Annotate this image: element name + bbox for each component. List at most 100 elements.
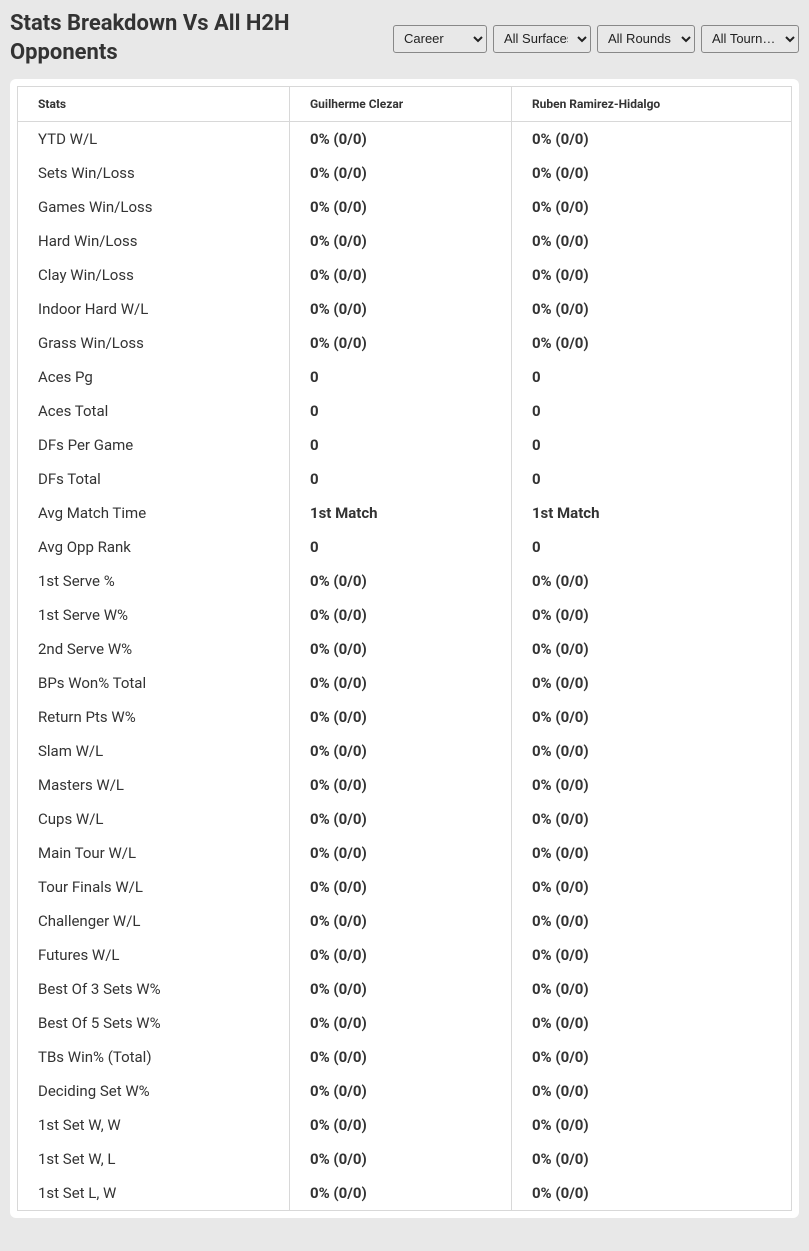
player1-value: 0% (0/0) (290, 292, 512, 326)
player2-value: 0% (0/0) (511, 734, 791, 768)
player1-value: 0% (0/0) (290, 258, 512, 292)
player1-value: 0% (0/0) (290, 734, 512, 768)
stat-label: 1st Serve W% (18, 598, 290, 632)
table-row: Grass Win/Loss0% (0/0)0% (0/0) (18, 326, 792, 360)
player1-value: 0% (0/0) (290, 156, 512, 190)
player2-value: 0% (0/0) (511, 292, 791, 326)
player1-value: 0% (0/0) (290, 972, 512, 1006)
table-row: Aces Total00 (18, 394, 792, 428)
stat-label: 1st Serve % (18, 564, 290, 598)
stat-label: Slam W/L (18, 734, 290, 768)
player2-value: 0% (0/0) (511, 972, 791, 1006)
surfaces-select[interactable]: All Surfaces (493, 25, 591, 53)
player1-value: 0% (0/0) (290, 190, 512, 224)
player1-value: 0% (0/0) (290, 768, 512, 802)
stat-label: Cups W/L (18, 802, 290, 836)
stat-label: Return Pts W% (18, 700, 290, 734)
table-row: Deciding Set W%0% (0/0)0% (0/0) (18, 1074, 792, 1108)
stats-table: Stats Guilherme Clezar Ruben Ramirez-Hid… (17, 86, 792, 1211)
player2-value: 0% (0/0) (511, 836, 791, 870)
stat-label: 1st Set W, W (18, 1108, 290, 1142)
player2-value: 0 (511, 462, 791, 496)
filter-bar: Career All Surfaces All Rounds All Tourn… (393, 25, 799, 53)
player2-value: 0 (511, 530, 791, 564)
stat-label: 2nd Serve W% (18, 632, 290, 666)
player2-value: 0% (0/0) (511, 1040, 791, 1074)
table-row: TBs Win% (Total)0% (0/0)0% (0/0) (18, 1040, 792, 1074)
player2-value: 0% (0/0) (511, 700, 791, 734)
player1-value: 0% (0/0) (290, 1040, 512, 1074)
table-row: Best Of 3 Sets W%0% (0/0)0% (0/0) (18, 972, 792, 1006)
player2-value: 0% (0/0) (511, 224, 791, 258)
stat-label: Best Of 3 Sets W% (18, 972, 290, 1006)
rounds-select[interactable]: All Rounds (597, 25, 695, 53)
player1-value: 0% (0/0) (290, 938, 512, 972)
stat-label: Best Of 5 Sets W% (18, 1006, 290, 1040)
player2-value: 0% (0/0) (511, 1176, 791, 1211)
stats-table-container: Stats Guilherme Clezar Ruben Ramirez-Hid… (10, 79, 799, 1218)
player1-value: 0 (290, 360, 512, 394)
player2-value: 0% (0/0) (511, 904, 791, 938)
player1-value: 0% (0/0) (290, 836, 512, 870)
stat-label: Masters W/L (18, 768, 290, 802)
player1-value: 0% (0/0) (290, 632, 512, 666)
stat-label: Games Win/Loss (18, 190, 290, 224)
player2-value: 0% (0/0) (511, 122, 791, 157)
player2-value: 0% (0/0) (511, 1006, 791, 1040)
table-row: Best Of 5 Sets W%0% (0/0)0% (0/0) (18, 1006, 792, 1040)
page-title: Stats Breakdown Vs All H2H Opponents (10, 10, 390, 67)
table-row: Tour Finals W/L0% (0/0)0% (0/0) (18, 870, 792, 904)
player1-value: 0% (0/0) (290, 904, 512, 938)
player2-value: 0% (0/0) (511, 190, 791, 224)
player2-value: 0% (0/0) (511, 938, 791, 972)
player1-value: 0% (0/0) (290, 802, 512, 836)
table-row: Main Tour W/L0% (0/0)0% (0/0) (18, 836, 792, 870)
stat-label: Aces Pg (18, 360, 290, 394)
table-row: Challenger W/L0% (0/0)0% (0/0) (18, 904, 792, 938)
player2-value: 0% (0/0) (511, 1108, 791, 1142)
table-row: Indoor Hard W/L0% (0/0)0% (0/0) (18, 292, 792, 326)
player1-value: 1st Match (290, 496, 512, 530)
table-row: 1st Serve W%0% (0/0)0% (0/0) (18, 598, 792, 632)
player2-value: 0% (0/0) (511, 870, 791, 904)
table-row: Masters W/L0% (0/0)0% (0/0) (18, 768, 792, 802)
table-row: 1st Set W, L0% (0/0)0% (0/0) (18, 1142, 792, 1176)
stat-label: Indoor Hard W/L (18, 292, 290, 326)
player1-value: 0% (0/0) (290, 224, 512, 258)
stat-label: Main Tour W/L (18, 836, 290, 870)
player2-value: 0% (0/0) (511, 598, 791, 632)
stat-label: 1st Set W, L (18, 1142, 290, 1176)
tournaments-select[interactable]: All Tourn… (701, 25, 799, 53)
table-row: Avg Match Time1st Match1st Match (18, 496, 792, 530)
player2-value: 0% (0/0) (511, 156, 791, 190)
player2-value: 0% (0/0) (511, 1074, 791, 1108)
stat-label: Hard Win/Loss (18, 224, 290, 258)
table-row: Clay Win/Loss0% (0/0)0% (0/0) (18, 258, 792, 292)
player1-value: 0 (290, 462, 512, 496)
table-row: 1st Set W, W0% (0/0)0% (0/0) (18, 1108, 792, 1142)
table-row: 1st Serve %0% (0/0)0% (0/0) (18, 564, 792, 598)
player1-value: 0% (0/0) (290, 1108, 512, 1142)
stat-label: TBs Win% (Total) (18, 1040, 290, 1074)
stat-label: Tour Finals W/L (18, 870, 290, 904)
player2-value: 0% (0/0) (511, 258, 791, 292)
player2-value: 1st Match (511, 496, 791, 530)
stat-label: Challenger W/L (18, 904, 290, 938)
player2-value: 0% (0/0) (511, 326, 791, 360)
table-row: Avg Opp Rank00 (18, 530, 792, 564)
header-player2: Ruben Ramirez-Hidalgo (511, 87, 791, 122)
table-row: DFs Total00 (18, 462, 792, 496)
career-select[interactable]: Career (393, 25, 487, 53)
player2-value: 0% (0/0) (511, 632, 791, 666)
stat-label: DFs Per Game (18, 428, 290, 462)
player2-value: 0 (511, 394, 791, 428)
table-row: Games Win/Loss0% (0/0)0% (0/0) (18, 190, 792, 224)
player1-value: 0% (0/0) (290, 564, 512, 598)
stat-label: 1st Set L, W (18, 1176, 290, 1211)
table-row: BPs Won% Total0% (0/0)0% (0/0) (18, 666, 792, 700)
table-row: Return Pts W%0% (0/0)0% (0/0) (18, 700, 792, 734)
table-row: Cups W/L0% (0/0)0% (0/0) (18, 802, 792, 836)
player1-value: 0% (0/0) (290, 1006, 512, 1040)
stat-label: Grass Win/Loss (18, 326, 290, 360)
player2-value: 0% (0/0) (511, 802, 791, 836)
